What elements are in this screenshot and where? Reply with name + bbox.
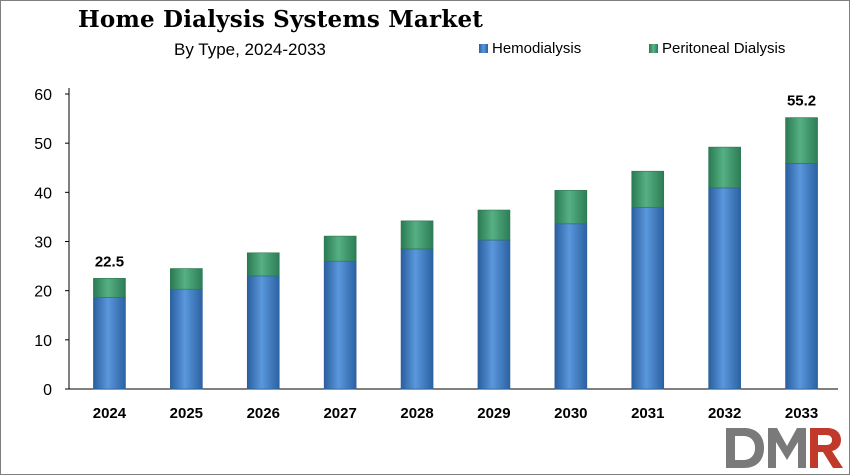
y-tick-label: 40	[34, 185, 52, 202]
x-tick-label: 2026	[247, 405, 280, 422]
legend-item-hemodialysis: Hemodialysis	[479, 40, 581, 57]
bar-hemodialysis-2027	[323, 260, 357, 390]
bar-peritoneal-dialysis-2024	[93, 278, 126, 298]
bar-hemodialysis-2033	[785, 163, 818, 390]
data-label-2024: 22.5	[95, 253, 124, 270]
x-tick-label: 2024	[93, 405, 127, 422]
x-tick-label: 2028	[400, 405, 433, 422]
y-tick-label: 30	[34, 235, 52, 252]
y-tick-label: 0	[43, 382, 52, 399]
bar-peritoneal-dialysis-2032	[708, 146, 741, 189]
bar-hemodialysis-2024	[93, 297, 126, 390]
bar-hemodialysis-2029	[477, 239, 511, 390]
bar-peritoneal-dialysis-2028	[400, 220, 434, 250]
x-tick-label: 2033	[785, 405, 818, 422]
y-tick-label: 50	[34, 136, 52, 153]
chart-title: Home Dialysis Systems Market	[78, 6, 484, 33]
bar-peritoneal-dialysis-2025	[170, 268, 203, 290]
y-tick-label: 60	[34, 87, 52, 104]
legend-label-peritoneal: Peritoneal Dialysis	[662, 40, 786, 57]
bar-peritoneal-dialysis-2031	[631, 170, 665, 208]
bar-peritoneal-dialysis-2033	[785, 117, 818, 164]
x-tick-label: 2025	[170, 405, 203, 422]
legend-item-peritoneal: Peritoneal Dialysis	[649, 40, 785, 57]
bar-hemodialysis-2030	[554, 223, 588, 390]
x-tick-label: 2027	[323, 405, 356, 422]
bar-hemodialysis-2025	[170, 288, 203, 390]
bar-hemodialysis-2028	[400, 248, 434, 390]
y-tick-label: 20	[34, 284, 52, 301]
bar-hemodialysis-2031	[631, 207, 665, 390]
x-tick-label: 2031	[631, 405, 664, 422]
bar-peritoneal-dialysis-2029	[477, 209, 511, 241]
legend-label-hemodialysis: Hemodialysis	[492, 40, 582, 57]
x-tick-label: 2029	[477, 405, 510, 422]
bar-hemodialysis-2026	[246, 275, 280, 390]
chart-subtitle: By Type, 2024-2033	[174, 40, 326, 59]
x-tick-label: 2030	[554, 405, 587, 422]
legend-swatch-peritoneal	[649, 44, 658, 53]
dmr-logo	[726, 428, 843, 468]
data-label-2033: 55.2	[787, 93, 816, 110]
bar-peritoneal-dialysis-2030	[554, 190, 588, 225]
x-tick-label: 2032	[708, 405, 741, 422]
bar-peritoneal-dialysis-2026	[246, 252, 280, 277]
y-tick-label: 10	[34, 333, 52, 350]
bar-hemodialysis-2032	[708, 187, 741, 390]
legend-swatch-hemodialysis	[479, 44, 488, 53]
bar-peritoneal-dialysis-2027	[323, 235, 357, 262]
